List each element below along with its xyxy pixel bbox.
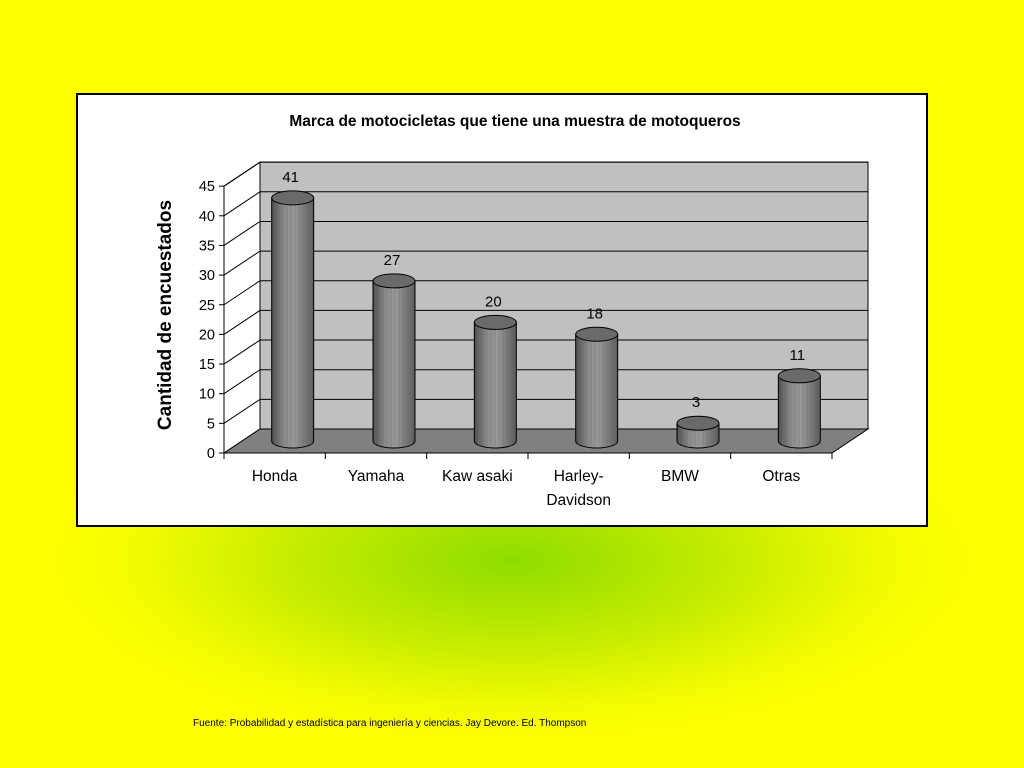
x-tick-label: Otras [762,468,800,485]
bar-texture [577,334,616,446]
gridline [223,191,868,217]
gridline [223,398,868,424]
x-tick-label: Yamaha [348,468,405,485]
data-label: 18 [586,305,603,322]
bar-texture [375,280,413,446]
x-tick-label: Harley- [554,468,604,485]
gridline [223,161,868,187]
plot-side-wall [223,161,261,454]
bar-top [676,415,720,431]
gridline [223,220,868,246]
x-tick-label: Kaw asaki [442,468,513,485]
x-tick-label: Davidson [546,492,611,509]
bar-top [575,326,619,342]
x-tick-label: BMW [661,468,699,485]
plot-floor [222,428,870,454]
gridline [223,280,868,306]
y-tick-label: 15 [199,357,215,373]
data-label: 11 [790,347,806,364]
gridline [223,369,868,395]
data-label: 27 [384,252,401,269]
gridline [223,339,868,365]
y-tick-label: 40 [199,209,215,225]
gridline [223,250,868,276]
plot-back-wall [259,161,869,430]
chart-title: Marca de motocicletas que tiene una mues… [289,113,740,130]
bar-top [473,314,517,330]
chart-container: Marca de motocicletas que tiene una mues… [76,93,928,527]
data-label: 20 [485,293,502,310]
bar-top [372,273,416,289]
y-tick-label: 5 [207,416,215,432]
data-label: 3 [692,394,700,411]
data-label: 41 [282,169,299,186]
y-tick-label: 0 [207,446,215,462]
y-tick-label: 30 [199,268,215,284]
bar-chart: Marca de motocicletas que tiene una mues… [155,113,870,509]
x-tick-label: Honda [252,468,298,485]
source-note: Fuente: Probabilidad y estadística para … [193,718,587,729]
y-tick-label: 45 [199,179,215,195]
bar-top [777,368,821,384]
bar-texture [273,197,312,446]
y-axis-label: Cantidad de encuestados [155,200,176,430]
bar-top [271,190,315,206]
y-tick-label: 20 [199,327,215,343]
gridline [223,309,868,335]
y-tick-label: 25 [199,298,215,314]
bar-texture [476,322,515,446]
bar-texture [780,375,819,446]
y-tick-label: 35 [199,238,215,254]
y-tick-label: 10 [199,387,215,403]
